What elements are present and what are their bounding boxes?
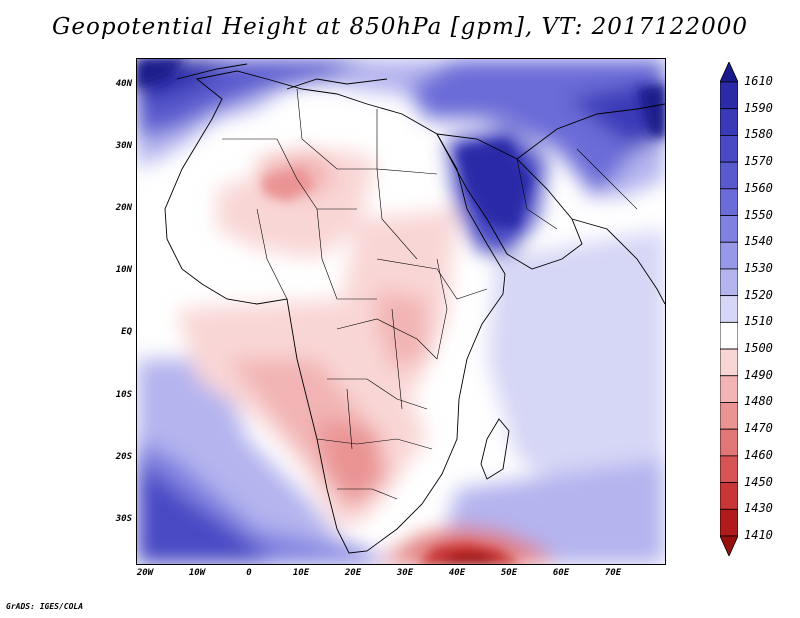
colorbar-swatch <box>720 375 738 403</box>
x-tick-label-60e: 60E <box>552 568 570 578</box>
colorbar-level-label: 1560 <box>744 180 773 195</box>
colorbar-swatch <box>720 348 738 377</box>
colorbar-swatch <box>720 402 738 430</box>
colorbar-level-label: 1480 <box>744 394 773 409</box>
y-tick-label-eq: EQ <box>121 327 132 337</box>
colorbar-level-label: 1510 <box>744 314 773 329</box>
x-tick-label-20w: 20W <box>136 568 154 578</box>
y-tick-label-20n: 20N <box>115 203 132 213</box>
x-tick-label-10w: 10W <box>188 568 206 578</box>
colorbar-swatch <box>720 215 738 243</box>
colorbar-swatch <box>720 428 738 457</box>
y-tick-label-30n: 30N <box>115 141 132 151</box>
colorbar-level-label: 1500 <box>744 341 773 356</box>
colorbar-swatch <box>720 455 738 483</box>
colorbar <box>720 62 738 556</box>
colorbar-swatch <box>720 321 738 350</box>
geopotential-map <box>137 59 665 564</box>
colorbar-level-label: 1530 <box>744 260 773 275</box>
colorbar-level-label: 1470 <box>744 421 773 436</box>
y-tick-label-20s: 20S <box>115 452 132 462</box>
colorbar-swatch <box>720 135 738 163</box>
colorbar-swatch <box>720 268 738 297</box>
colorbar-level-label: 1610 <box>744 74 773 88</box>
x-tick-label-10e: 10E <box>292 568 310 578</box>
colorbar-level-label: 1590 <box>744 100 773 115</box>
colorbar-level-label: 1520 <box>744 287 773 302</box>
coastlines <box>164 63 665 554</box>
colorbar-top-arrow <box>720 62 738 83</box>
colorbar-level-label: 1410 <box>744 528 773 542</box>
map-plot-area <box>136 58 666 565</box>
x-tick-label-0: 0 <box>246 568 252 578</box>
colorbar-level-label: 1570 <box>744 154 773 169</box>
colorbar-level-label: 1430 <box>744 501 773 516</box>
colorbar-swatch <box>720 81 738 110</box>
colorbar-swatch <box>720 295 738 323</box>
y-tick-label-10s: 10S <box>115 390 132 400</box>
colorbar-swatch <box>720 508 738 537</box>
x-tick-label-20e: 20E <box>344 568 362 578</box>
country-borders <box>222 88 638 500</box>
colorbar-level-label: 1580 <box>744 127 773 142</box>
colorbar-level-label: 1450 <box>744 474 773 489</box>
y-tick-label-30s: 30S <box>115 514 132 524</box>
y-tick-label-40n: 40N <box>115 79 132 89</box>
colorbar-swatch <box>720 108 738 136</box>
grads-credit: GrADS: IGES/COLA <box>6 602 84 611</box>
y-tick-label-10n: 10N <box>115 265 132 275</box>
colorbar-level-label: 1460 <box>744 447 773 462</box>
map-title: Geopotential Height at 850hPa [gpm], VT:… <box>52 14 748 40</box>
colorbar-level-label: 1540 <box>744 234 773 249</box>
colorbar-level-label: 1550 <box>744 207 773 222</box>
colorbar-level-label: 1490 <box>744 367 773 382</box>
x-tick-label-40e: 40E <box>448 568 466 578</box>
colorbar-swatch <box>720 241 738 270</box>
height-field-core <box>137 59 665 564</box>
colorbar-swatch <box>720 482 738 510</box>
x-tick-label-70e: 70E <box>604 568 622 578</box>
x-tick-label-30e: 30E <box>396 568 414 578</box>
colorbar-swatch <box>720 161 738 190</box>
colorbar-bottom-arrow <box>720 535 738 556</box>
colorbar-swatch <box>720 188 738 216</box>
x-tick-label-50e: 50E <box>500 568 518 578</box>
